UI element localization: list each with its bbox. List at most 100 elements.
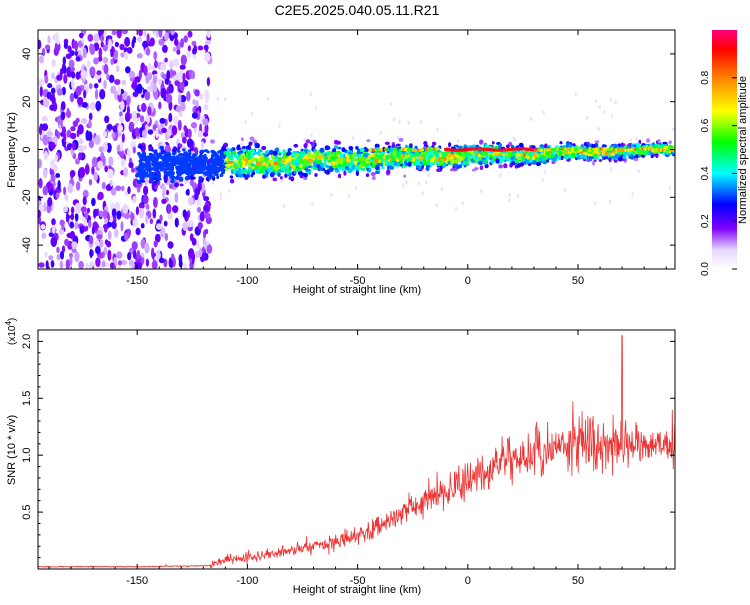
- spectrogram-cell: [228, 161, 234, 164]
- spectrogram-cell: [177, 119, 182, 131]
- spectrogram-cell: [88, 235, 94, 245]
- spectrogram-cell: [91, 226, 95, 235]
- spectrogram-cell: [251, 166, 255, 170]
- spectrogram-cell: [63, 132, 67, 143]
- spectrogram-cell: [197, 222, 203, 230]
- spectrogram-cell: [156, 223, 163, 230]
- spectrogram-cell: [396, 152, 401, 157]
- spectrogram-cell: [635, 142, 641, 148]
- spectrogram-cell: [74, 50, 79, 57]
- spectrogram-cell: [543, 170, 546, 175]
- spectrogram-cell: [163, 220, 168, 227]
- spectrogram-cell: [41, 48, 46, 57]
- spectrogram-cell: [217, 150, 223, 154]
- spectrogram-cell: [182, 136, 187, 144]
- spectrogram-cell: [111, 208, 117, 218]
- spectrogram-cell: [132, 146, 136, 154]
- spectrogram-cell: [120, 259, 127, 266]
- spectrogram-cell: [59, 260, 64, 269]
- spectrogram-cell: [508, 193, 511, 198]
- spectrogram-cell: [77, 124, 84, 135]
- spectrogram-cell: [103, 63, 109, 75]
- spectrogram-cell: [99, 89, 106, 100]
- spectrogram-cell: [509, 163, 513, 168]
- spectrogram-cell: [361, 167, 366, 171]
- spectrogram-cell: [646, 138, 650, 143]
- spectrogram-cell: [377, 159, 382, 164]
- spectrogram-cell: [99, 239, 104, 248]
- spectrogram-cell: [203, 196, 210, 202]
- colorbar-tick-label: 0.0: [700, 262, 711, 276]
- spectrogram-cell: [203, 240, 207, 249]
- spectrogram-cell: [173, 159, 178, 164]
- spectrogram-cell: [163, 151, 168, 155]
- spectrogram-cell: [591, 144, 596, 149]
- spectrogram-cell: [143, 30, 147, 37]
- spectrogram-cell: [284, 164, 290, 169]
- spectrogram-y-tick-label: -40: [21, 237, 33, 253]
- spectrogram-cell: [88, 119, 92, 129]
- spectrogram-cell: [389, 147, 393, 152]
- spectrogram-cell: [206, 244, 213, 254]
- spectrogram-cell: [167, 212, 173, 220]
- spectrogram-cell: [440, 187, 443, 192]
- spectrogram-cell: [286, 152, 290, 157]
- spectrogram-cell: [247, 145, 252, 150]
- spectrogram-cell: [182, 148, 186, 152]
- spectrogram-cell: [126, 228, 132, 237]
- spectrogram-cell: [359, 147, 365, 153]
- spectrogram-cell: [597, 151, 601, 156]
- spectrogram-cell: [122, 90, 128, 101]
- spectrogram-cell: [248, 141, 253, 146]
- spectrogram-cell: [89, 248, 93, 259]
- spectrogram-cell: [393, 162, 399, 166]
- spectrogram-cell: [119, 115, 125, 124]
- spectrogram-cell: [412, 156, 416, 162]
- spectrogram-cell: [156, 177, 162, 181]
- spectrogram-cell: [70, 206, 75, 214]
- spectrogram-cell: [38, 55, 45, 64]
- spectrogram-cell: [215, 156, 219, 161]
- spectrogram-cell: [337, 173, 342, 179]
- colorbar-label: Normalized spectral amplitude: [737, 76, 749, 224]
- spectrogram-cell: [191, 112, 198, 119]
- spectrogram-cell: [230, 153, 234, 158]
- spectrogram-cell: [203, 159, 208, 163]
- spectrogram-cell: [166, 128, 173, 137]
- spectrogram-cell: [186, 188, 190, 196]
- spectrogram-cell: [197, 45, 204, 51]
- spectrogram-cell: [407, 120, 410, 125]
- snr-x-tick-label: 0: [465, 575, 471, 587]
- spectrogram-cell: [149, 167, 155, 171]
- spectrogram-cell: [179, 156, 184, 161]
- spectrogram-cell: [51, 72, 55, 80]
- spectrogram-cell: [127, 252, 132, 261]
- spectrogram-cell: [177, 153, 183, 157]
- spectrogram-cell: [145, 258, 149, 267]
- spectrogram-cell: [86, 207, 91, 213]
- spectrogram-cell: [130, 212, 135, 221]
- snr-series-line: [38, 335, 675, 569]
- spectrogram-cell: [51, 59, 56, 68]
- snr-y-tick-label: 2.0: [21, 334, 33, 349]
- spectrogram-cell: [282, 149, 286, 154]
- spectrogram-cell: [619, 148, 624, 152]
- spectrogram-cell: [60, 101, 66, 111]
- spectrogram-cell: [210, 149, 216, 154]
- spectrogram-cell: [435, 153, 441, 157]
- spectrogram-cell: [216, 162, 220, 166]
- spectrogram-cell: [126, 96, 131, 107]
- spectrogram-cell: [50, 159, 56, 170]
- spectrogram-cell: [293, 150, 298, 154]
- spectrogram-cell: [93, 57, 100, 65]
- spectrogram-cell: [153, 166, 157, 172]
- spectrogram-cell: [114, 79, 121, 85]
- spectrogram-cell: [141, 252, 145, 258]
- spectrogram-cell: [183, 35, 188, 43]
- spectrogram-cell: [376, 162, 382, 167]
- spectrogram-cell: [174, 192, 179, 203]
- spectrogram-cell: [49, 183, 54, 190]
- spectrogram-cell: [657, 138, 661, 144]
- spectrogram-cell: [178, 176, 183, 181]
- spectrogram-cell: [550, 147, 554, 151]
